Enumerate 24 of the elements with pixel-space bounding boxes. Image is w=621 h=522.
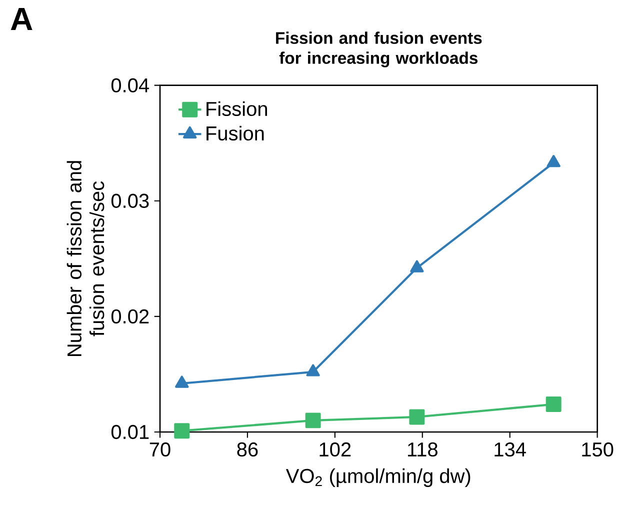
- x-axis-title: VO$_{2}$ (µmol/min/g dw): [286, 468, 470, 488]
- y-tick-label: 0.03: [111, 194, 149, 208]
- x-tick-label: 134: [494, 442, 526, 457]
- point: [409, 409, 425, 425]
- y-tick-label: 0.02: [111, 309, 149, 324]
- text: A: [10, 8, 32, 30]
- point: [305, 412, 321, 428]
- point: [306, 364, 320, 376]
- x-tick-label: 150: [582, 442, 614, 457]
- x-tick-label: 70: [150, 442, 170, 457]
- legend-label: Fusion: [206, 126, 264, 141]
- point: [174, 423, 190, 439]
- y-axis-title: Number of fission and fusion events/sec: [66, 161, 104, 356]
- point: [546, 396, 562, 412]
- chart-title: Fission and fusion events for increasing workloads: [276, 32, 482, 68]
- x-tick-label: 118: [408, 442, 438, 457]
- legend-label: Fission: [206, 101, 267, 116]
- x-tick-label: 86: [237, 442, 258, 457]
- point: [410, 260, 424, 272]
- point: [175, 376, 189, 388]
- point: [546, 155, 560, 168]
- x-tick-label: 102: [320, 442, 351, 457]
- y-tick-label: 0.01: [111, 424, 149, 440]
- y-tick-label: 0.04: [111, 78, 150, 92]
